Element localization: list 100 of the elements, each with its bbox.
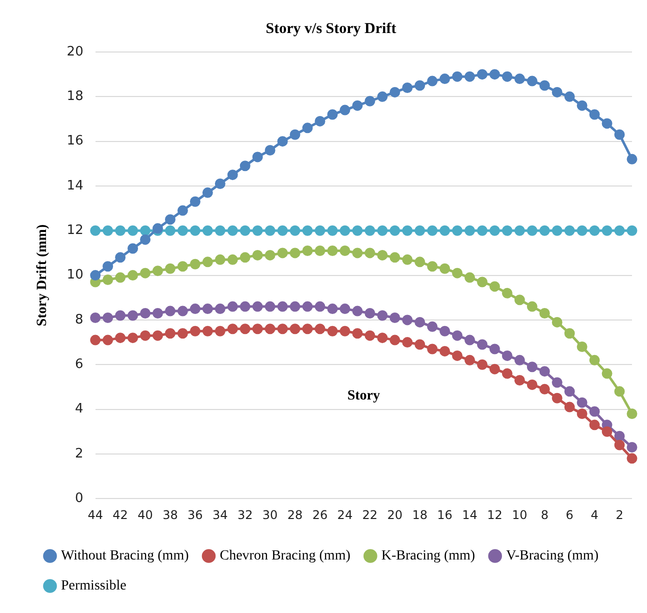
point <box>202 187 213 198</box>
point <box>115 272 126 283</box>
point <box>589 406 600 417</box>
point <box>539 308 550 319</box>
point <box>476 69 488 80</box>
point <box>614 225 625 236</box>
point <box>140 234 151 245</box>
point <box>514 294 525 306</box>
y-tick-label: 2 <box>75 446 84 462</box>
y-tick-label: 8 <box>75 312 84 328</box>
point <box>252 301 263 312</box>
point <box>314 324 326 334</box>
point <box>576 225 588 236</box>
y-tick-label: 0 <box>75 490 84 506</box>
y-tick-label: 4 <box>75 402 84 417</box>
point <box>302 301 313 312</box>
point <box>514 74 525 84</box>
y-tick-label: 20 <box>66 44 84 60</box>
point <box>164 306 176 316</box>
point <box>90 312 101 323</box>
point <box>177 306 188 316</box>
point <box>402 314 413 326</box>
point <box>377 250 388 260</box>
point <box>476 359 488 370</box>
point <box>340 245 350 256</box>
point <box>102 261 114 272</box>
point <box>90 225 101 236</box>
point <box>552 377 562 388</box>
point <box>214 178 226 189</box>
point <box>452 330 463 341</box>
point <box>364 330 376 341</box>
point <box>364 308 376 319</box>
point <box>190 225 200 236</box>
point <box>302 225 313 236</box>
point <box>589 354 600 366</box>
point <box>290 324 300 334</box>
point <box>352 328 363 339</box>
point <box>576 342 588 352</box>
point <box>502 225 512 236</box>
point <box>427 261 438 272</box>
point <box>102 312 114 323</box>
point <box>440 225 450 236</box>
point <box>240 225 250 236</box>
point <box>552 225 562 236</box>
point <box>364 96 376 106</box>
point <box>427 76 438 86</box>
point <box>214 326 226 336</box>
point <box>576 100 588 111</box>
point <box>440 263 450 274</box>
point <box>327 109 338 120</box>
point <box>502 350 512 361</box>
point <box>502 71 512 82</box>
point <box>340 304 350 314</box>
point <box>464 225 476 236</box>
point <box>227 170 238 180</box>
x-tick-label: 40 <box>138 508 153 522</box>
point <box>402 337 413 348</box>
point <box>626 225 638 236</box>
point <box>277 301 288 312</box>
x-tick-label: 18 <box>412 508 428 522</box>
point <box>614 440 625 450</box>
point <box>602 118 612 129</box>
point <box>264 301 276 312</box>
point <box>327 225 338 236</box>
point <box>514 354 525 366</box>
point <box>539 384 550 394</box>
point <box>314 245 326 256</box>
x-tick-label: 36 <box>188 508 203 522</box>
x-tick-label: 24 <box>337 508 353 522</box>
point <box>452 71 463 82</box>
point <box>140 330 151 341</box>
point <box>214 225 226 236</box>
point <box>589 420 600 430</box>
point <box>564 402 575 412</box>
y-tick-label: 12 <box>66 223 84 238</box>
point <box>227 324 238 334</box>
point <box>489 364 500 374</box>
x-tick-label: 26 <box>312 508 328 522</box>
point <box>626 442 638 452</box>
legend-label: Permissible <box>61 578 126 594</box>
point <box>240 160 250 172</box>
point <box>202 304 213 314</box>
point <box>589 109 600 120</box>
point <box>377 332 388 344</box>
point <box>427 225 438 236</box>
point <box>526 76 538 86</box>
point <box>227 301 238 312</box>
point <box>264 145 276 156</box>
point <box>227 225 238 236</box>
point <box>489 69 500 80</box>
point <box>440 326 450 336</box>
point <box>552 86 562 98</box>
point <box>427 344 438 354</box>
point <box>626 453 638 464</box>
point <box>264 250 276 260</box>
x-tick-label: 10 <box>512 508 528 522</box>
y-tick-label: 16 <box>66 134 84 149</box>
point <box>177 205 188 216</box>
point <box>502 368 512 379</box>
point <box>115 252 126 263</box>
